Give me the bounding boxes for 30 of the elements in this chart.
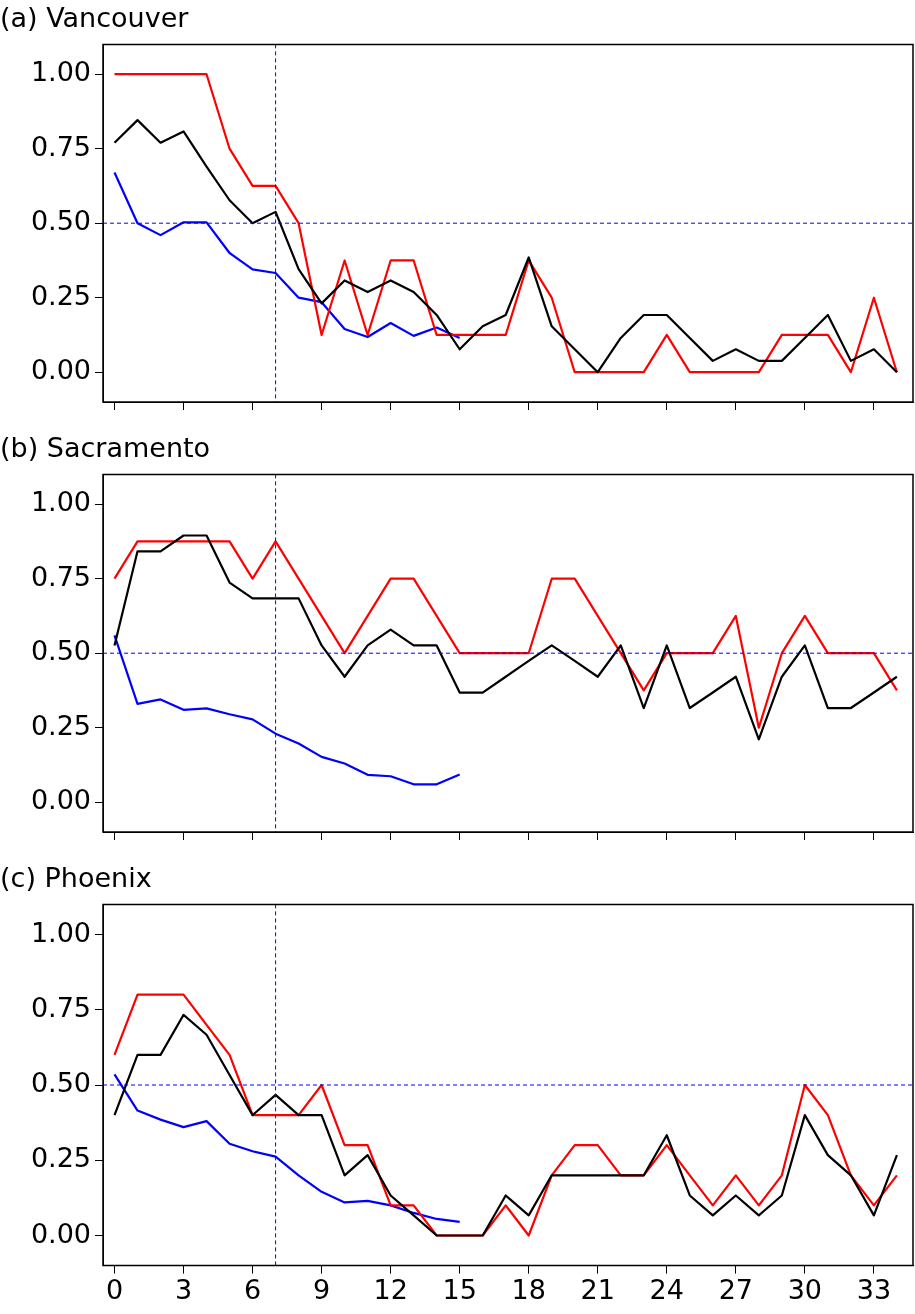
y-tick-label: 0.25 (30, 279, 91, 311)
chart-title: (c) Phoenix (0, 862, 152, 894)
x-tick-label: 24 (649, 1273, 684, 1305)
y-tick-label: 0.50 (30, 635, 91, 667)
y-tick-label: 0.00 (30, 784, 91, 816)
y-tick-label: 0.25 (30, 709, 91, 741)
x-tick-label: 3 (174, 1273, 193, 1305)
y-tick-label: 1.00 (30, 56, 91, 88)
x-tick-label: 30 (787, 1273, 823, 1305)
x-tick-label: 15 (442, 1273, 477, 1305)
x-tick-label: 6 (243, 1273, 262, 1305)
x-tick-label: 12 (373, 1273, 408, 1305)
y-tick-label: 0.00 (30, 1217, 91, 1249)
x-tick-label: 0 (105, 1273, 124, 1305)
y-tick-label: 0.75 (30, 991, 91, 1023)
y-tick-label: 0.50 (30, 205, 91, 237)
y-tick-label: 0.00 (30, 354, 91, 386)
y-tick-label: 0.75 (30, 560, 91, 592)
x-tick-label: 9 (313, 1273, 331, 1305)
y-tick-label: 1.00 (30, 916, 91, 948)
y-tick-label: 1.00 (30, 486, 91, 518)
y-tick-label: 0.50 (30, 1067, 91, 1099)
x-tick-label: 21 (580, 1273, 615, 1305)
x-tick-label: 18 (511, 1273, 546, 1305)
x-tick-label: 33 (856, 1273, 892, 1305)
chart-title: (a) Vancouver (0, 2, 190, 34)
y-tick-label: 0.75 (30, 130, 91, 162)
y-tick-label: 0.25 (30, 1142, 91, 1174)
chart-title: (b) Sacramento (0, 432, 211, 464)
x-tick-label: 27 (718, 1273, 753, 1305)
